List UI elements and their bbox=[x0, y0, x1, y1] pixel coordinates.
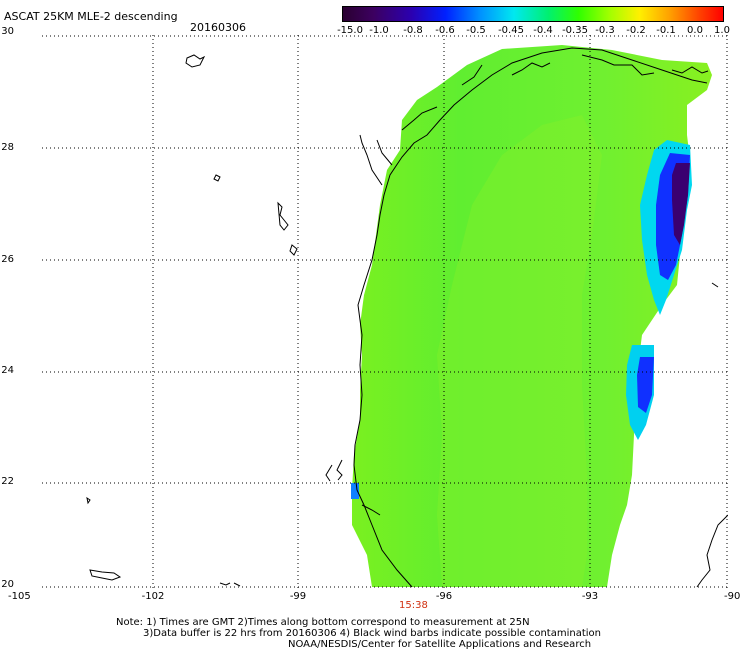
swath-spot-west bbox=[351, 483, 359, 499]
note-line-3: NOAA/NESDIS/Center for Satellite Applica… bbox=[288, 639, 592, 650]
colorbar-label: 0.0 bbox=[687, 25, 703, 36]
colorbar-label: -0.3 bbox=[595, 25, 615, 36]
colorbar-label: 1.0 bbox=[714, 25, 730, 36]
colorbar-label: -0.35 bbox=[562, 25, 588, 36]
colorbar-label: -0.4 bbox=[533, 25, 553, 36]
lat-label-26: 26 bbox=[1, 254, 14, 265]
colorbar-label: -0.2 bbox=[626, 25, 646, 36]
coastline bbox=[325, 47, 728, 588]
map-panel bbox=[42, 35, 728, 588]
inland-features bbox=[86, 54, 719, 587]
colorbar-label: -0.5 bbox=[466, 25, 486, 36]
graticule bbox=[42, 35, 728, 588]
swath-yellow-band bbox=[437, 115, 602, 587]
map-title: ASCAT 25KM MLE-2 descending bbox=[4, 10, 178, 23]
map-date: 20160306 bbox=[190, 21, 246, 34]
colorbar-label: -1.0 bbox=[369, 25, 389, 36]
pass-time: 15:38 bbox=[399, 600, 428, 611]
colorbar bbox=[342, 6, 724, 22]
lat-label-24: 24 bbox=[1, 365, 14, 376]
lat-label-22: 22 bbox=[1, 476, 14, 487]
colorbar-label: -0.6 bbox=[435, 25, 455, 36]
colorbar-label: -0.8 bbox=[403, 25, 423, 36]
lon-label-99: -99 bbox=[289, 591, 307, 602]
lon-label-90: -90 bbox=[724, 591, 740, 602]
lat-label-30: 30 bbox=[1, 26, 14, 37]
lat-label-20: 20 bbox=[1, 579, 14, 590]
lat-label-28: 28 bbox=[1, 142, 14, 153]
colorbar-label: -0.1 bbox=[656, 25, 676, 36]
colorbar-labels: -15.0 -1.0 -0.8 -0.6 -0.5 -0.45 -0.4 -0.… bbox=[333, 25, 733, 37]
lon-label-105: -105 bbox=[8, 591, 31, 602]
colorbar-label: -0.45 bbox=[498, 25, 524, 36]
swath-low-region-south-blue bbox=[637, 357, 654, 413]
lon-label-102: -102 bbox=[141, 591, 165, 602]
note-line-2: 3)Data buffer is 22 hrs from 20160306 4)… bbox=[143, 628, 601, 639]
colorbar-label: -15.0 bbox=[337, 25, 363, 36]
wind-swath bbox=[352, 45, 712, 587]
note-line-1: Note: 1) Times are GMT 2)Times along bot… bbox=[116, 617, 530, 628]
lon-label-96: -96 bbox=[435, 591, 453, 602]
lon-label-93: -93 bbox=[581, 591, 599, 602]
swath-min-region bbox=[672, 163, 690, 245]
